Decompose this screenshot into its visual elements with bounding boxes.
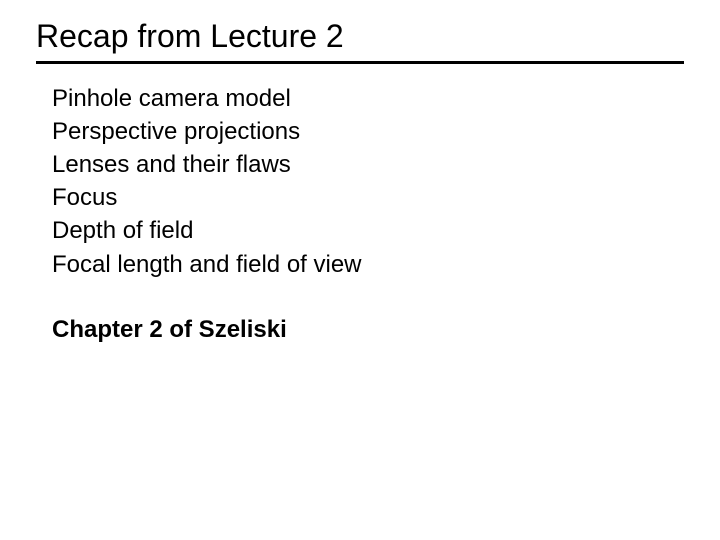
spacer	[52, 281, 684, 313]
slide-title: Recap from Lecture 2	[36, 18, 684, 64]
list-item: Focal length and field of view	[52, 248, 684, 281]
list-item: Depth of field	[52, 214, 684, 247]
list-item: Pinhole camera model	[52, 82, 684, 115]
slide: Recap from Lecture 2 Pinhole camera mode…	[0, 0, 720, 540]
list-item: Lenses and their flaws	[52, 148, 684, 181]
slide-body: Pinhole camera model Perspective project…	[36, 82, 684, 346]
list-item: Focus	[52, 181, 684, 214]
list-item: Perspective projections	[52, 115, 684, 148]
reference-text: Chapter 2 of Szeliski	[52, 313, 684, 346]
